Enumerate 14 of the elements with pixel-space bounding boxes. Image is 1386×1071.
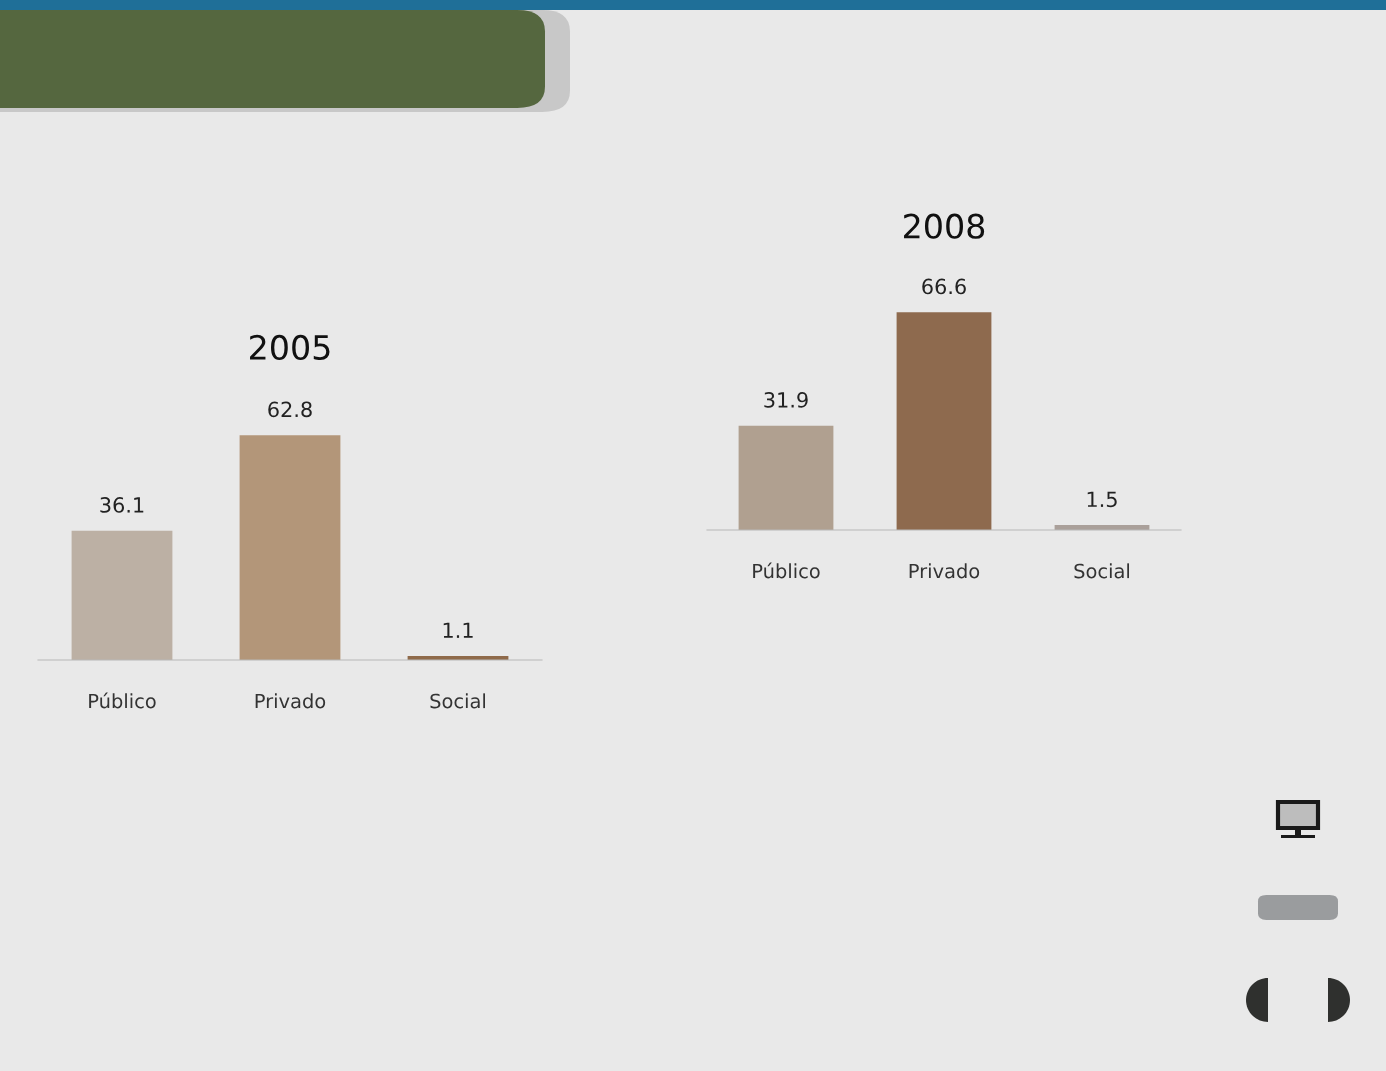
data-label: 36.1 [100, 497, 144, 513]
x-tick-label: Público [753, 562, 820, 579]
chart-title: 2005 [250, 334, 330, 360]
x-tick-label: Social [1074, 563, 1129, 579]
x-tick-label: Privado [255, 693, 326, 709]
data-label: 31.9 [764, 392, 808, 408]
data-label: 1.5 [1087, 491, 1117, 508]
data-label: 62.8 [268, 401, 312, 418]
data-label: 66.6 [922, 278, 966, 295]
x-tick-label: Público [89, 692, 156, 709]
x-tick-label: Privado [909, 563, 980, 579]
chart-title: 2008 [904, 213, 985, 239]
data-label: 1.1 [443, 622, 473, 638]
x-tick-label: Social [430, 693, 485, 709]
